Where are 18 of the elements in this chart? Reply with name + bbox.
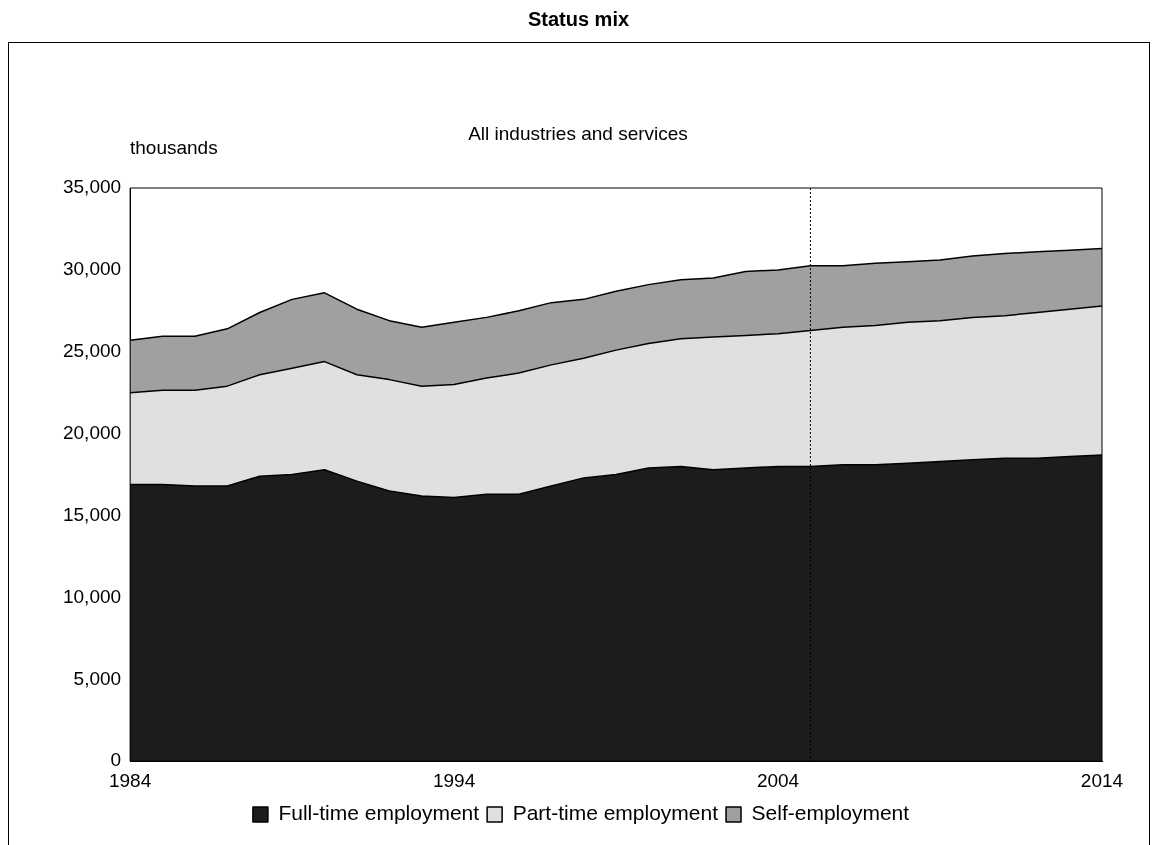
y-tick-label: 35,000 bbox=[62, 176, 122, 198]
x-tick-label: 2004 bbox=[756, 769, 800, 791]
x-tick-label: 1994 bbox=[432, 769, 476, 791]
y-axis-title: thousands bbox=[130, 137, 218, 158]
y-tick-label: 30,000 bbox=[62, 258, 122, 280]
x-tick-label: 1984 bbox=[108, 769, 152, 791]
y-tick-label: 15,000 bbox=[62, 503, 122, 525]
y-tick-label: 10,000 bbox=[62, 585, 122, 607]
x-tick-label: 2014 bbox=[1080, 769, 1124, 791]
y-tick-label: 25,000 bbox=[62, 340, 122, 362]
y-tick-label: 0 bbox=[110, 749, 122, 771]
legend-label: Self-employment bbox=[751, 801, 910, 825]
legend-label: Part-time employment bbox=[512, 801, 719, 825]
chart-title: Status mix bbox=[526, 8, 631, 31]
legend-label: Full-time employment bbox=[278, 801, 480, 825]
chart-subtitle: All industries and services bbox=[468, 123, 688, 144]
y-tick-label: 20,000 bbox=[62, 421, 122, 443]
y-tick-label: 5,000 bbox=[73, 667, 122, 689]
